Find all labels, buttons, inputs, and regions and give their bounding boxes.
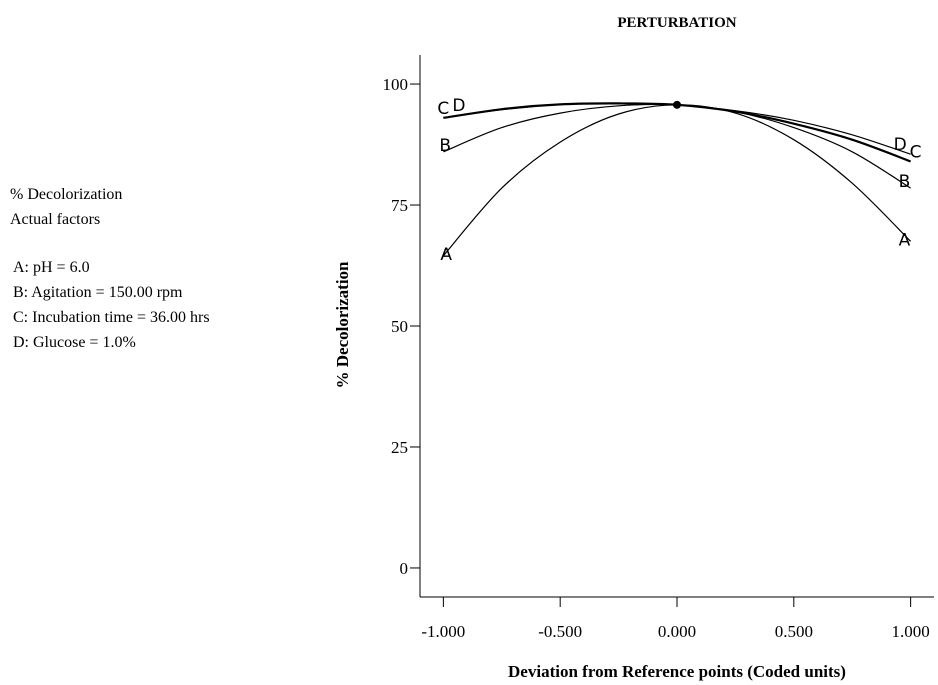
y-tick-label: 25 xyxy=(391,438,408,457)
response-name: % Decolorization xyxy=(10,186,123,203)
y-axis-label: % Decolorization xyxy=(333,261,352,389)
curve-label-d-left: D xyxy=(452,96,465,116)
factors-heading: Actual factors xyxy=(10,211,101,228)
y-ticks: 0 25 50 75 100 xyxy=(383,75,420,578)
factor-c: C: Incubation time = 36.00 hrs xyxy=(13,309,210,326)
curve-label-a-right: A xyxy=(899,230,911,250)
y-tick-label: 75 xyxy=(391,196,408,215)
curve-b xyxy=(443,103,911,189)
curve-label-a-left: A xyxy=(440,245,452,265)
chart-title: PERTURBATION xyxy=(617,15,736,31)
curve-c xyxy=(443,102,911,163)
x-tick-label: 0.500 xyxy=(775,622,813,641)
curves xyxy=(442,100,912,257)
curve-label-b-left: B xyxy=(439,136,451,156)
x-tick-label: 0.000 xyxy=(658,622,696,641)
curve-label-b-right: B xyxy=(899,172,911,192)
curve-label-c-left: C xyxy=(437,99,449,119)
x-tick-label: -1.000 xyxy=(421,622,465,641)
factor-d: D: Glucose = 1.0% xyxy=(13,334,136,351)
curve-label-c-right: C xyxy=(910,142,922,162)
x-ticks: -1.000 -0.500 0.000 0.500 1.000 xyxy=(421,597,930,641)
x-tick-label: 1.000 xyxy=(892,622,930,641)
x-axis-label: Deviation from Reference points (Coded u… xyxy=(508,662,846,681)
y-tick-label: 100 xyxy=(383,75,409,94)
reference-point-marker xyxy=(673,100,681,109)
y-tick-label: 50 xyxy=(391,317,408,336)
factor-legend: % Decolorization Actual factors A: pH = … xyxy=(10,182,210,355)
factor-list: A: pH = 6.0 B: Agitation = 150.00 rpm C:… xyxy=(13,255,210,355)
factor-b: B: Agitation = 150.00 rpm xyxy=(13,284,183,301)
factor-a: A: pH = 6.0 xyxy=(13,259,90,276)
y-tick-label: 0 xyxy=(400,559,409,578)
x-tick-label: -0.500 xyxy=(538,622,582,641)
curve-label-d-right: D xyxy=(894,135,907,155)
curve-a xyxy=(442,104,912,257)
